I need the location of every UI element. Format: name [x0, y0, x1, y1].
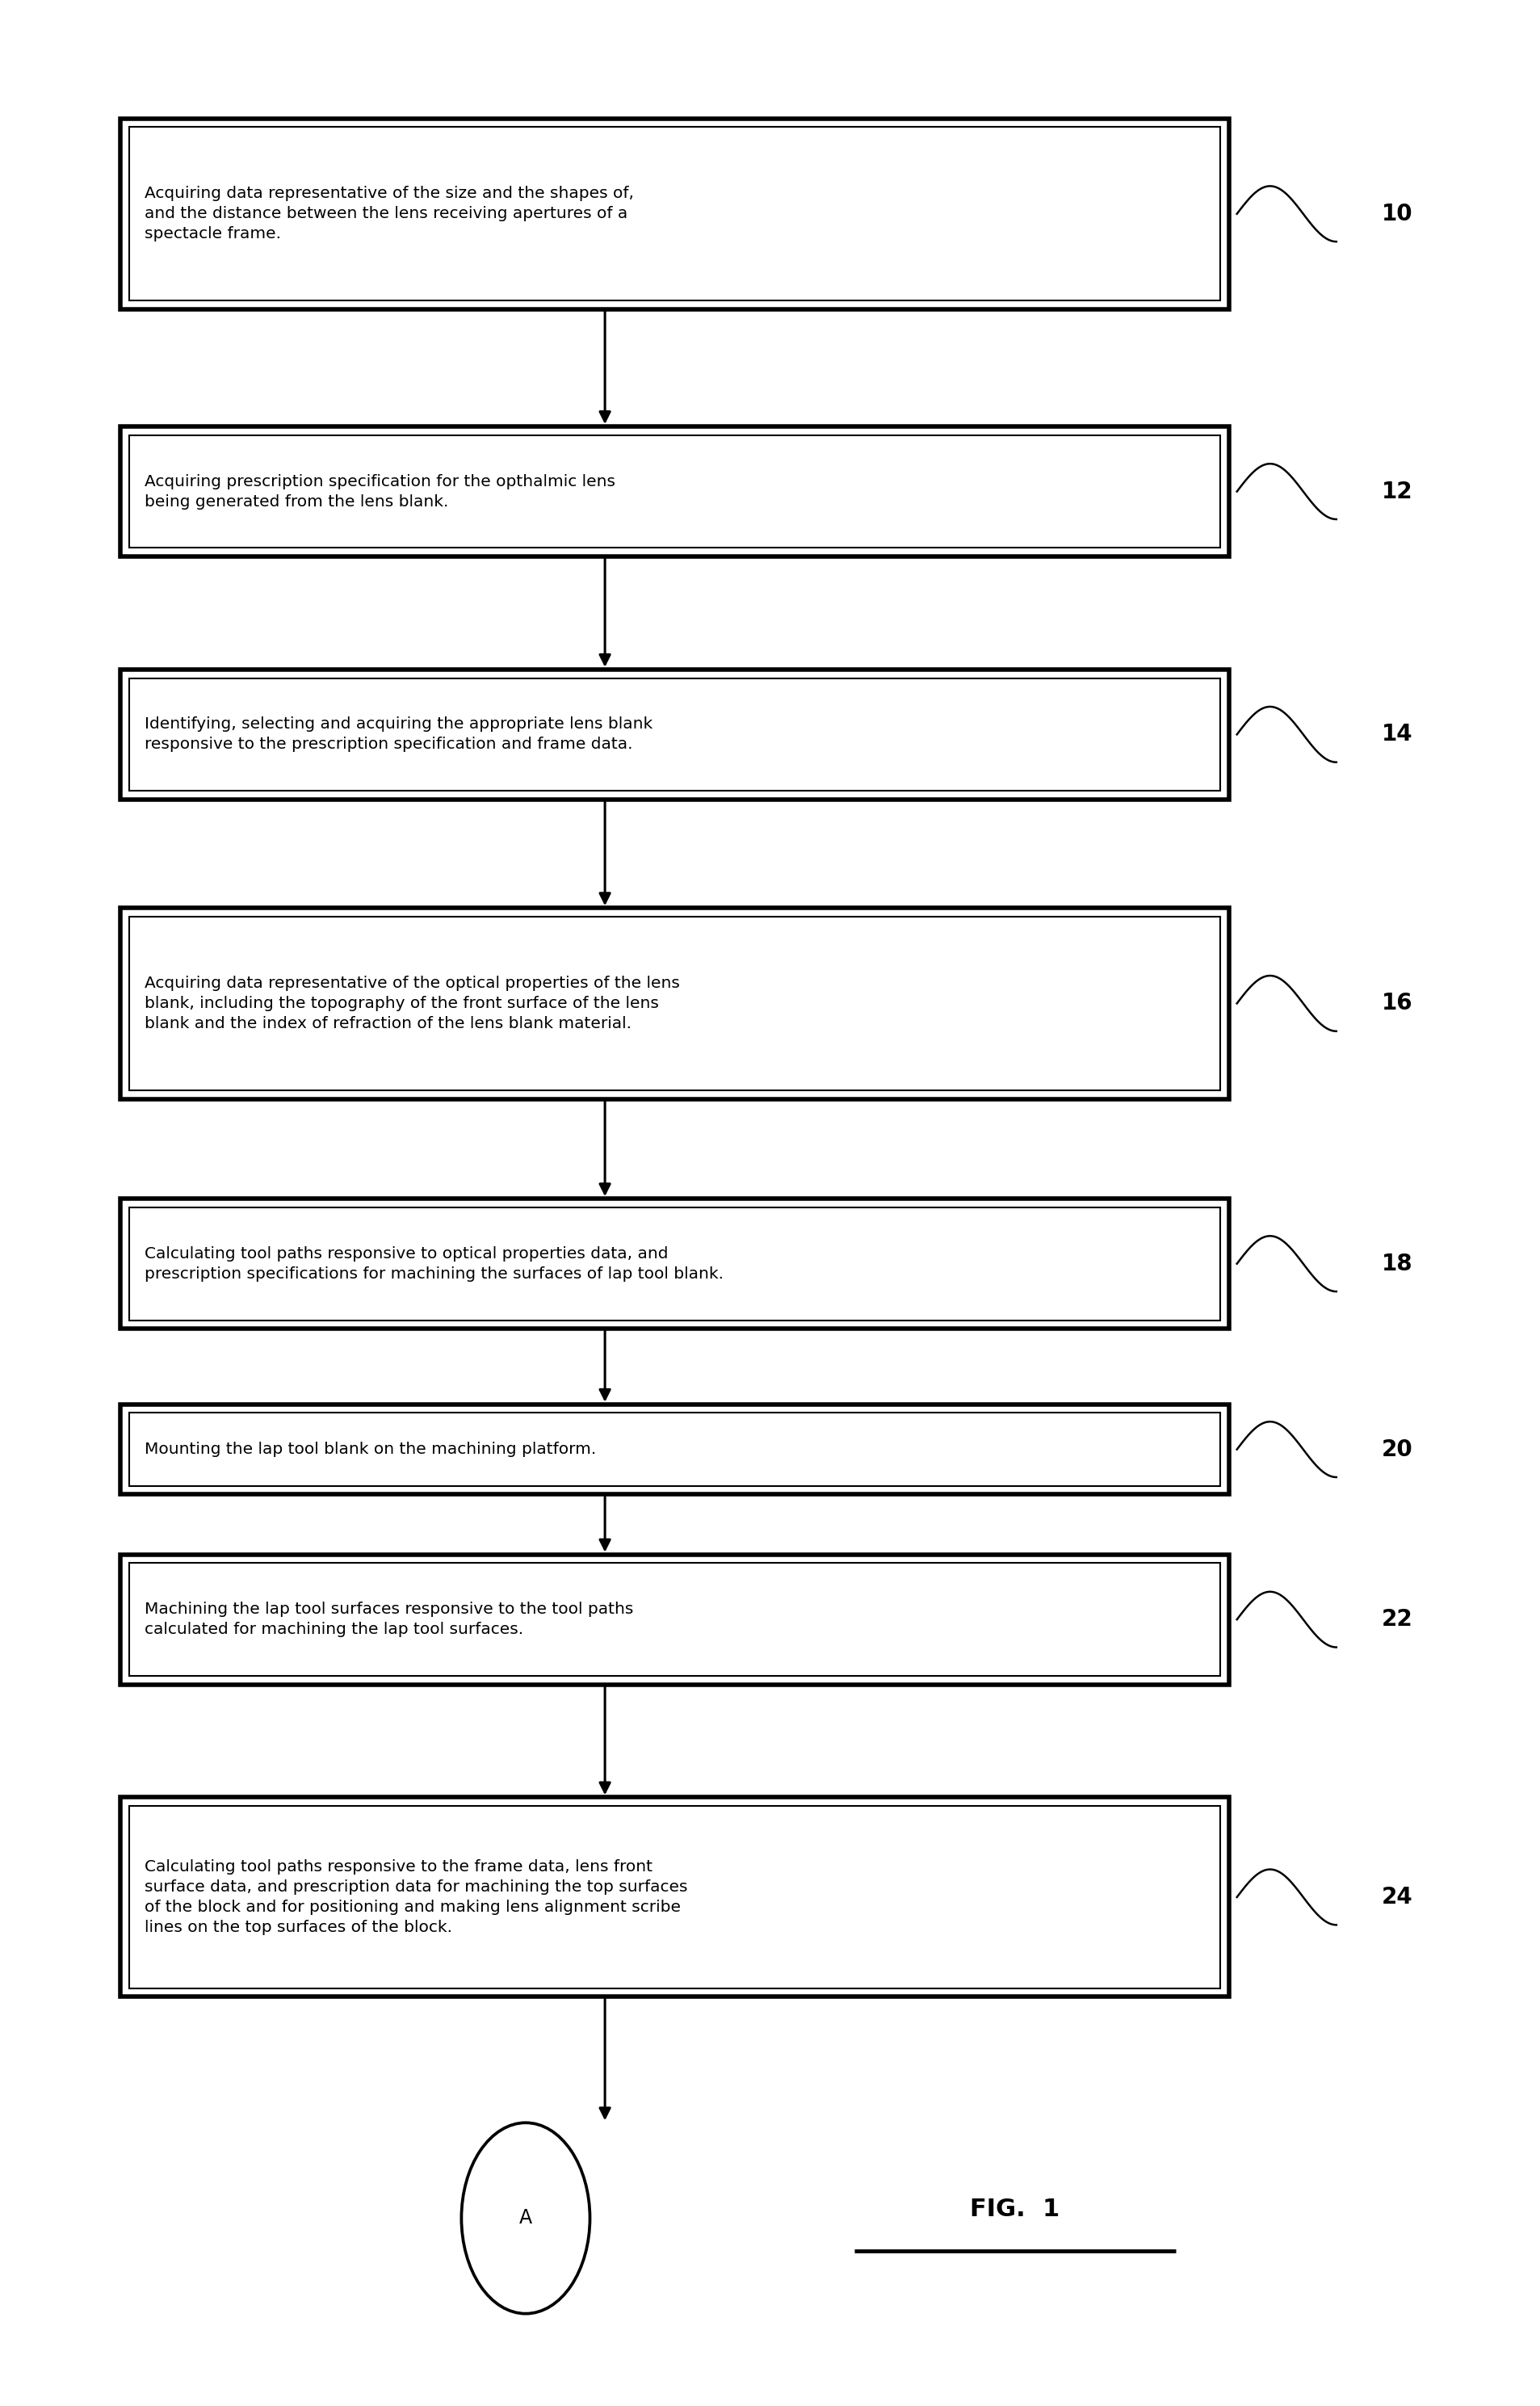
Text: 22: 22 — [1381, 1607, 1412, 1631]
Bar — [120, 1405, 1229, 1494]
Text: Mounting the lap tool blank on the machining platform.: Mounting the lap tool blank on the machi… — [145, 1441, 596, 1458]
Bar — [120, 118, 1229, 310]
Bar — [129, 1412, 1220, 1487]
Text: A: A — [519, 2209, 531, 2228]
Text: Calculating tool paths responsive to optical properties data, and
prescription s: Calculating tool paths responsive to opt… — [145, 1246, 724, 1282]
Text: FIG.  1: FIG. 1 — [970, 2197, 1060, 2221]
Bar — [129, 1208, 1220, 1321]
Bar — [129, 1564, 1220, 1677]
Bar — [129, 435, 1220, 549]
Bar — [120, 426, 1229, 556]
Text: 20: 20 — [1381, 1439, 1412, 1460]
Bar — [120, 1198, 1229, 1328]
Text: Acquiring data representative of the optical properties of the lens
blank, inclu: Acquiring data representative of the opt… — [145, 974, 679, 1032]
Bar — [129, 678, 1220, 792]
Bar — [120, 669, 1229, 799]
Text: 24: 24 — [1381, 1886, 1412, 1908]
Text: Acquiring data representative of the size and the shapes of,
and the distance be: Acquiring data representative of the siz… — [145, 185, 634, 241]
Text: 18: 18 — [1381, 1254, 1412, 1275]
Text: 10: 10 — [1381, 202, 1412, 226]
Text: Calculating tool paths responsive to the frame data, lens front
surface data, an: Calculating tool paths responsive to the… — [145, 1860, 687, 1934]
Bar — [129, 128, 1220, 301]
Bar — [120, 907, 1229, 1100]
Bar — [120, 1797, 1229, 1997]
Text: 16: 16 — [1381, 991, 1412, 1015]
Text: 12: 12 — [1381, 481, 1412, 503]
Bar — [129, 917, 1220, 1090]
Text: 14: 14 — [1381, 724, 1412, 746]
Text: Machining the lap tool surfaces responsive to the tool paths
calculated for mach: Machining the lap tool surfaces responsi… — [145, 1602, 633, 1636]
Text: Identifying, selecting and acquiring the appropriate lens blank
responsive to th: Identifying, selecting and acquiring the… — [145, 717, 653, 753]
Bar — [129, 1807, 1220, 1987]
Bar — [120, 1554, 1229, 1684]
Text: Acquiring prescription specification for the opthalmic lens
being generated from: Acquiring prescription specification for… — [145, 474, 616, 510]
